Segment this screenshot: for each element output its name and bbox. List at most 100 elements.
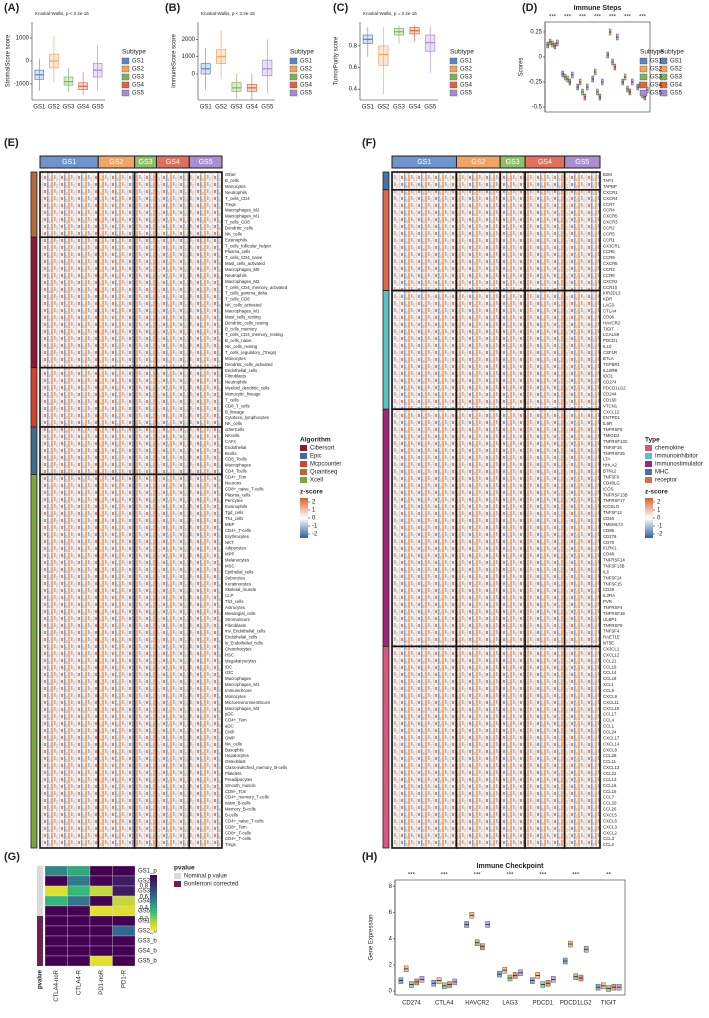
legend-label: GS1: [300, 59, 313, 65]
row-label: Myeloid_dendritic_cells: [225, 386, 269, 391]
row-label: CCR10: [603, 285, 618, 290]
row-label: CD276: [603, 534, 617, 539]
row-label: Mast_cells_resting: [225, 314, 261, 319]
panel-label: (D): [522, 2, 538, 14]
legend-title: Subtype: [660, 49, 684, 56]
row-label: Adipocytes: [225, 546, 246, 551]
significance: ***: [474, 873, 482, 879]
colorbar-label: 1: [312, 508, 316, 514]
row-label: Macrophages_M0: [225, 267, 260, 272]
heatmap-cell: [89, 905, 113, 917]
row-label: T_cells: [225, 397, 239, 402]
chart-title: Immune Checkpoint: [477, 863, 545, 870]
heatmap-block: [97, 473, 136, 849]
row-label: CCR8: [603, 273, 615, 278]
row-label: ENTPD1: [603, 415, 621, 420]
x-tick-label: GS2: [48, 105, 61, 111]
row-label: Macrophages_M1: [225, 682, 260, 687]
row-label: CCR1: [603, 237, 615, 242]
row-annotation: [30, 236, 38, 369]
row-label: TNFRSF13C: [603, 439, 628, 444]
y-tick-label: -0.5: [532, 105, 543, 111]
row-label: B_cells_memory: [225, 326, 258, 331]
row-label: naive_B-cells: [225, 801, 251, 806]
row-label: B-cells: [225, 813, 238, 818]
y-tick-label: 0: [389, 989, 393, 995]
row-label: Memory_B-cells: [225, 807, 256, 812]
row-label: Melanocytes: [225, 558, 249, 563]
row-label: Monocytic_lineage: [225, 392, 261, 397]
y-axis-label: Gene Expression: [369, 914, 375, 960]
legend-label: Nominal p value: [184, 874, 228, 880]
colorbar-label: -2: [312, 532, 318, 538]
y-axis-label: ImmuneScore score: [172, 33, 178, 87]
colorbar-step: [150, 899, 157, 903]
row-label: T_cells_gamma_delta: [225, 291, 268, 296]
heatmap-block: [391, 171, 458, 191]
y-tick-label: 2000: [182, 37, 196, 43]
legend-swatch: [639, 81, 648, 89]
y-axis-label: TumorPurity score: [334, 36, 340, 85]
row-label: TNFSF13B: [603, 563, 625, 568]
legend-swatch: [121, 57, 130, 65]
legend-label: GS2: [132, 67, 145, 73]
row-label: Erythrocytes: [225, 534, 249, 539]
row-annotation: [30, 426, 38, 475]
x-tick-label: CD274: [402, 1001, 421, 1007]
row-annotation: [37, 946, 43, 956]
row-label: CD70: [603, 540, 615, 545]
row-label: CCL1: [603, 724, 615, 729]
row-annotation: [37, 926, 43, 936]
row-label: Other: [225, 172, 236, 177]
row-annotation: [382, 408, 390, 647]
heatmap-cell: [67, 925, 91, 937]
heatmap-cell: [112, 895, 136, 907]
row-label: CCL3: [603, 836, 615, 841]
heatmap-cell: [67, 945, 91, 957]
row-label: Pericytes: [225, 498, 243, 503]
legend-label: GS4: [460, 83, 473, 89]
legend-label: Immunoinhibitor: [655, 454, 698, 460]
row-label: CD8+_Tcm: [225, 789, 247, 794]
heatmap-block: [563, 408, 601, 648]
row-label: PDCD1LG2: [603, 386, 626, 391]
colorbar-step: [150, 883, 157, 887]
row-label: CD40LG: [603, 480, 620, 485]
colorbar-label: 0.8: [140, 884, 149, 890]
row-label: Neutrophils: [225, 190, 247, 195]
row-label: IDO1: [603, 374, 614, 379]
legend-label: Epic: [310, 454, 322, 460]
heatmap-cell: [89, 865, 113, 877]
significance: ***: [594, 15, 602, 21]
heatmap-cell: [89, 895, 113, 907]
legend-label: GS5: [132, 91, 145, 97]
colorbar-step: [150, 908, 157, 912]
row-label: KDR: [603, 297, 612, 302]
legend-label: GS4: [670, 83, 683, 89]
colorbar-title: z-score: [300, 489, 323, 496]
x-tick-label: GS5: [424, 105, 437, 111]
legend-swatch: [645, 461, 652, 467]
colorbar-step: [150, 902, 157, 906]
x-tick-label: GS2: [377, 105, 390, 111]
heatmap-block: [455, 188, 501, 292]
heatmap-block: [188, 236, 223, 369]
heatmap-cell: [89, 885, 113, 897]
row-label: CCL14: [603, 670, 617, 675]
legend-label: GS4: [650, 83, 663, 89]
row-label: Plasma_cells: [225, 492, 250, 497]
row-label: BTNL2: [603, 469, 617, 474]
legend-label: GS1: [650, 59, 663, 65]
heatmap-block: [455, 645, 501, 849]
heatmap-block: [39, 426, 100, 476]
row-label: IL10: [603, 344, 612, 349]
row-label: Macrophages: [225, 463, 251, 468]
row-label: IL6R: [603, 421, 612, 426]
row-label: T_cells_follicular_helper: [225, 243, 272, 248]
row-annotation: [37, 916, 43, 926]
heatmap-cell: [89, 925, 113, 937]
row-label: Macrophages_M1: [225, 308, 260, 313]
legend-swatch: [300, 461, 307, 467]
row-label: ImmuneScore: [225, 688, 252, 693]
